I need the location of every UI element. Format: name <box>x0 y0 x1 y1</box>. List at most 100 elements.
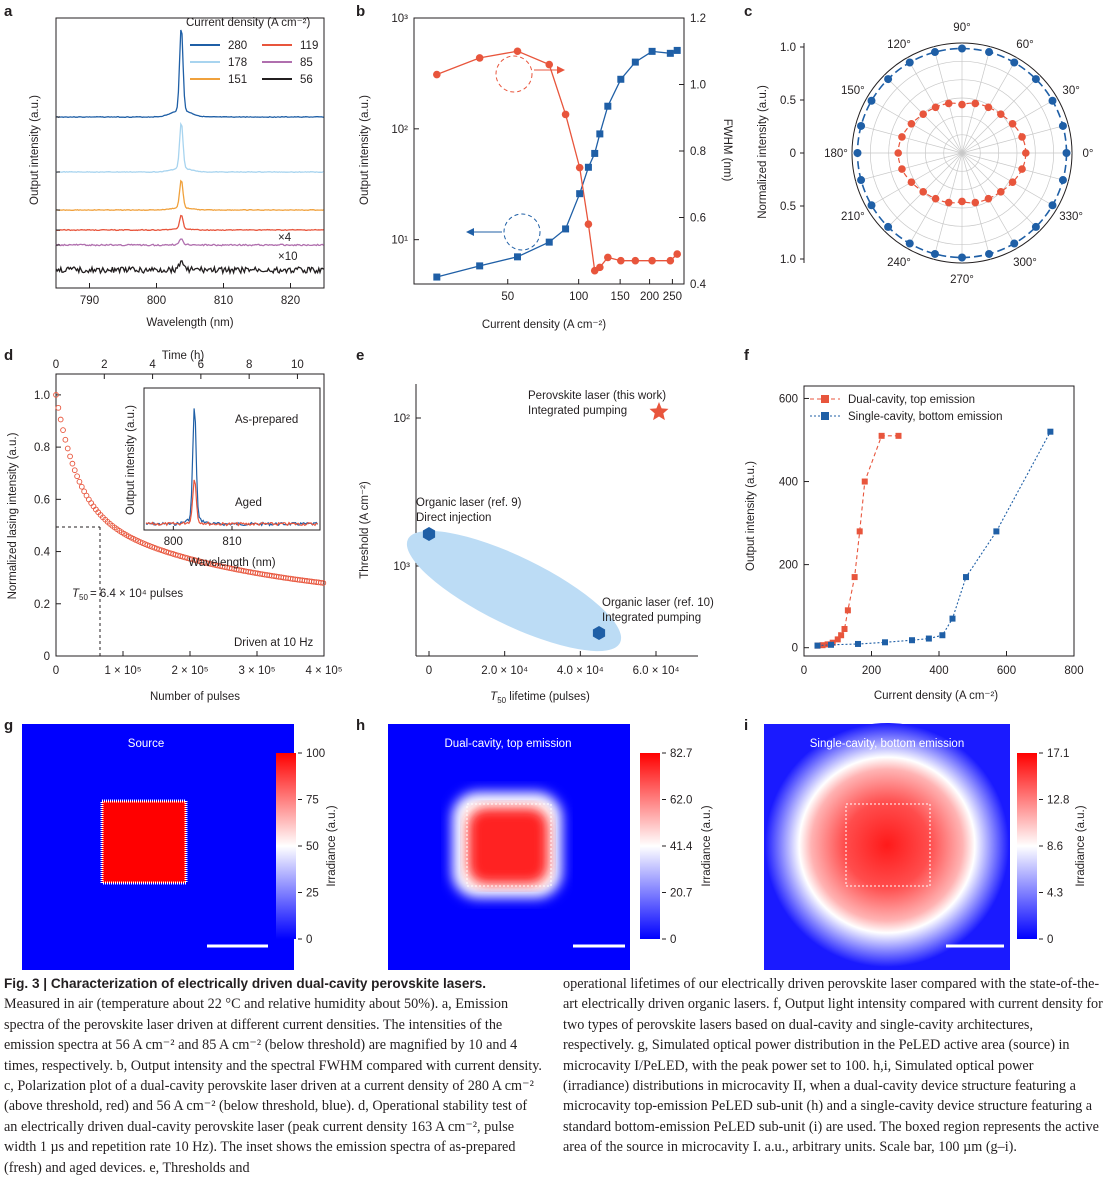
c-red-point <box>1009 178 1017 186</box>
e-ytick-label: 10² <box>393 413 410 425</box>
panels-ghi: g Source 1007550250 Irradiance (a.u.) h … <box>0 712 1109 964</box>
f-dual-point <box>862 479 868 485</box>
c-rtick-label: 0 <box>790 148 796 160</box>
b-ytick-left-label: 10¹ <box>391 235 408 247</box>
b-intensity-point <box>604 103 611 110</box>
c-blue-point <box>1059 176 1067 184</box>
b-xtick-label: 200 <box>640 291 659 303</box>
caption-left-text: Measured in air (temperature about 22 °C… <box>4 996 542 1175</box>
b-ytick-left-label: 10³ <box>391 13 408 25</box>
d-point <box>77 479 82 484</box>
f-dual-point <box>857 528 863 534</box>
d-point <box>70 461 75 466</box>
perovskite-label-1: Perovskite laser (this work) <box>528 390 666 402</box>
f-ytick-label: 200 <box>779 560 798 572</box>
f-xtick-label: 0 <box>801 665 807 677</box>
c-red-point <box>932 195 940 203</box>
b-ytick-left-label: 10² <box>391 124 408 136</box>
org9-label-1: Organic laser (ref. 9) <box>416 497 522 509</box>
org10-label-1: Organic laser (ref. 10) <box>602 597 714 609</box>
c-red-point <box>919 110 927 118</box>
panel-a: a 790 800 810 820 Output intensity (a.u.) W… <box>0 0 340 340</box>
panel-b: b 50 100 150 200 25010¹10²10³0.40.60.81.01.2… <box>352 0 722 340</box>
b-xtick-label: 150 <box>611 291 630 303</box>
h-core <box>468 808 548 884</box>
b-intensity-point <box>596 130 603 137</box>
d-toptick-label: 6 <box>198 359 204 371</box>
panel-letter-g: g <box>4 717 13 734</box>
fwhm-arrowhead <box>557 66 565 74</box>
b-fwhm-point <box>604 254 612 262</box>
b-fwhm-point <box>596 264 604 272</box>
f-dual-point <box>838 632 844 638</box>
a-spectrum-3 <box>56 216 324 231</box>
panel-d: d Time (h) 00.20.40.60.81.00 1 × 10⁵ 2 × 1… <box>0 344 352 704</box>
c-blue-point <box>1048 201 1056 209</box>
a-spectrum-2 <box>56 181 324 210</box>
legend-single: Single-cavity, bottom emission <box>848 411 1002 423</box>
c-blue-point <box>931 250 939 258</box>
d-toptick-label: 8 <box>246 359 252 371</box>
c-angle-label: 60° <box>1016 39 1033 51</box>
b-ytick-right-label: 1.2 <box>690 13 706 25</box>
c-rtick-label: 0.5 <box>780 201 796 213</box>
c-blue-point <box>1063 149 1071 157</box>
org10-label-2: Integrated pumping <box>602 612 701 624</box>
b-intensity-point <box>617 76 624 83</box>
c-blue-point <box>985 48 993 56</box>
caption-fig-label: Fig. 3 | <box>4 976 51 991</box>
d-point <box>89 501 94 506</box>
f-single-line <box>818 432 1051 646</box>
c-red-point <box>919 188 927 196</box>
d-point <box>75 474 80 479</box>
b-ytick-right-label: 1.0 <box>690 80 706 92</box>
b-intensity-line <box>437 50 677 277</box>
a-xtick-label: 800 <box>147 295 166 307</box>
panel-letter-e: e <box>356 347 364 364</box>
c-angle-label: 30° <box>1062 85 1079 97</box>
c-rtick-label: 1.0 <box>780 42 796 54</box>
inset-ylabel: Output intensity (a.u.) <box>125 405 137 515</box>
f-xtick-label: 600 <box>997 665 1016 677</box>
i-glow <box>765 723 1009 967</box>
c-red-point <box>997 188 1005 196</box>
f-single-point <box>963 574 969 580</box>
cbar-tick-label: 17.1 <box>1047 748 1069 760</box>
c-angle-label: 330° <box>1059 211 1083 223</box>
b-xtick-label: 50 <box>501 291 514 303</box>
b-intensity-point <box>667 50 674 57</box>
c-red-point <box>908 120 916 128</box>
c-blue-point <box>1010 59 1018 67</box>
b-ytick-right-label: 0.4 <box>690 279 707 291</box>
c-angle-label: 180° <box>824 148 848 160</box>
b-ytick-right-label: 0.8 <box>690 146 706 158</box>
f-single-point <box>926 636 932 642</box>
a-legend-label: 178 <box>228 57 247 69</box>
c-blue-point <box>985 250 993 258</box>
c-red-point <box>945 100 953 108</box>
c-blue-point <box>1032 75 1040 83</box>
c-blue-point <box>1059 122 1067 130</box>
d-toptick-label: 0 <box>53 359 59 371</box>
c-blue-point <box>884 223 892 231</box>
d-toptick-label: 2 <box>101 359 107 371</box>
f-single-point <box>909 637 915 643</box>
b-intensity-point <box>649 48 656 55</box>
panel-a-mult-4: ×4 <box>278 232 292 244</box>
legend-dual: Dual-cavity, top emission <box>848 394 975 406</box>
b-intensity-point <box>585 164 592 171</box>
e-xtick-label: 2.0 × 10⁴ <box>481 665 528 677</box>
panel-letter-h: h <box>356 717 365 734</box>
d-ytick-label: 0.8 <box>34 442 50 454</box>
c-rtick-label: 1.0 <box>780 254 796 266</box>
perovskite-label-2: Integrated pumping <box>528 405 627 417</box>
d-point <box>56 405 61 410</box>
panel-f-xlabel: Current density (A cm⁻²) <box>874 690 998 702</box>
c-red-point <box>1009 120 1017 128</box>
c-red-point <box>985 195 993 203</box>
c-blue-point <box>958 45 966 53</box>
intensity-arrowhead <box>466 228 474 236</box>
cbar-tick-label: 20.7 <box>670 888 692 900</box>
b-intensity-point <box>576 190 583 197</box>
e-xtick-label: 6.0 × 10⁴ <box>633 665 680 677</box>
